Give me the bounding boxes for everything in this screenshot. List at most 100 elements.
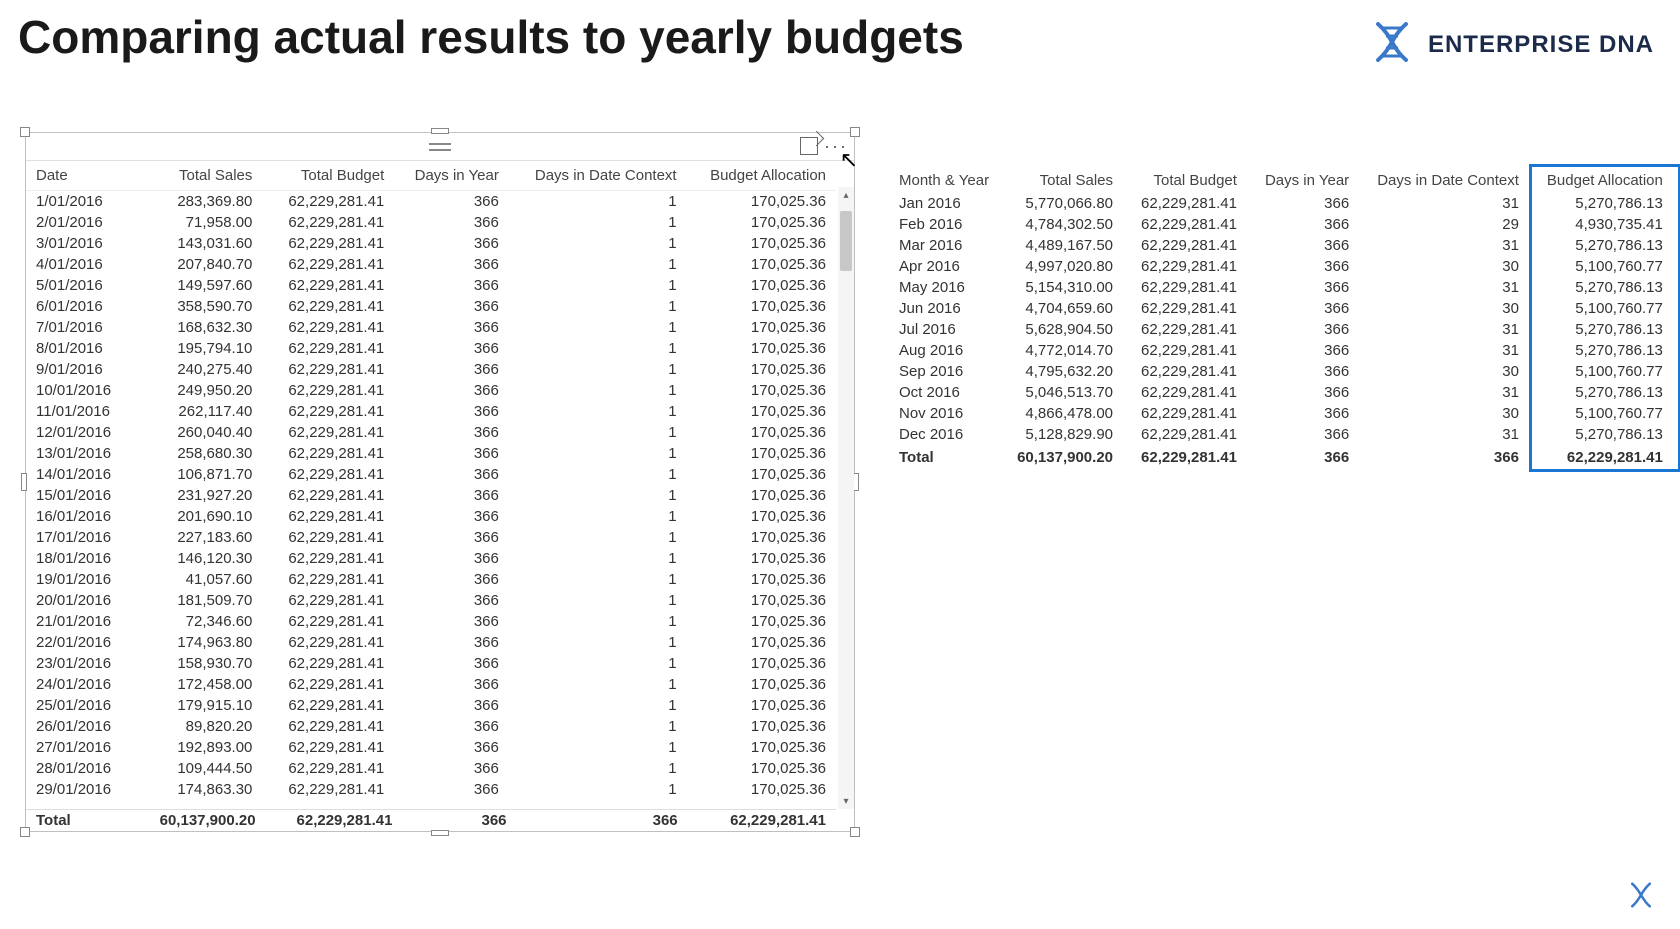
table-row[interactable]: 29/01/2016174,863.3062,229,281.413661170… xyxy=(26,779,836,800)
monthly-table[interactable]: Month & YearTotal SalesTotal BudgetDays … xyxy=(885,168,1677,468)
total-row: Total60,137,900.2062,229,281.4136636662,… xyxy=(885,445,1677,468)
column-header[interactable]: Total Budget xyxy=(262,161,394,191)
table-row[interactable]: 11/01/2016262,117.4062,229,281.413661170… xyxy=(26,401,836,422)
table-row[interactable]: 10/01/2016249,950.2062,229,281.413661170… xyxy=(26,380,836,401)
table-row[interactable]: Mar 20164,489,167.5062,229,281.41366315,… xyxy=(885,235,1677,256)
daily-table[interactable]: DateTotal SalesTotal BudgetDays in YearD… xyxy=(26,161,836,800)
more-options-icon[interactable]: ··· xyxy=(824,139,848,153)
table-cell: 366 xyxy=(394,485,509,506)
visual-header[interactable]: ··· ↖ xyxy=(26,133,854,161)
column-header[interactable]: Days in Date Context xyxy=(1363,168,1533,193)
table-cell: 4,997,020.80 xyxy=(1003,256,1127,277)
table-cell: 1 xyxy=(509,527,687,548)
resize-handle-br[interactable] xyxy=(850,827,860,837)
total-days-context: 366 xyxy=(517,810,688,832)
table-row[interactable]: 17/01/2016227,183.6062,229,281.413661170… xyxy=(26,527,836,548)
table-row[interactable]: 21/01/201672,346.6062,229,281.413661170,… xyxy=(26,611,836,632)
table-cell: 170,025.36 xyxy=(687,401,836,422)
column-header[interactable]: Budget Allocation xyxy=(687,161,836,191)
table-row[interactable]: 5/01/2016149,597.6062,229,281.413661170,… xyxy=(26,275,836,296)
table-cell: 366 xyxy=(394,443,509,464)
focus-mode-icon[interactable] xyxy=(800,137,818,155)
table-row[interactable]: Jan 20165,770,066.8062,229,281.41366315,… xyxy=(885,193,1677,214)
table-cell: 1 xyxy=(509,275,687,296)
table-row[interactable]: May 20165,154,310.0062,229,281.41366315,… xyxy=(885,277,1677,298)
table-cell: 5,154,310.00 xyxy=(1003,277,1127,298)
table-row[interactable]: 4/01/2016207,840.7062,229,281.413661170,… xyxy=(26,254,836,275)
scroll-thumb[interactable] xyxy=(840,211,852,271)
table-row[interactable]: 24/01/2016172,458.0062,229,281.413661170… xyxy=(26,674,836,695)
column-header[interactable]: Total Sales xyxy=(1003,168,1127,193)
table-cell: 366 xyxy=(1251,340,1363,361)
table-row[interactable]: 12/01/2016260,040.4062,229,281.413661170… xyxy=(26,422,836,443)
table-cell: 31 xyxy=(1363,277,1533,298)
table-row[interactable]: 15/01/2016231,927.2062,229,281.413661170… xyxy=(26,485,836,506)
table-row[interactable]: 6/01/2016358,590.7062,229,281.413661170,… xyxy=(26,296,836,317)
table-cell: Dec 2016 xyxy=(885,424,1003,445)
table-row[interactable]: Feb 20164,784,302.5062,229,281.41366294,… xyxy=(885,214,1677,235)
column-header[interactable]: Days in Year xyxy=(1251,168,1363,193)
table-cell: 170,025.36 xyxy=(687,590,836,611)
column-header[interactable]: Date xyxy=(26,161,131,191)
table-cell: 4/01/2016 xyxy=(26,254,131,275)
resize-handle-bl[interactable] xyxy=(20,827,30,837)
table-row[interactable]: 8/01/2016195,794.1062,229,281.413661170,… xyxy=(26,338,836,359)
table-cell: 366 xyxy=(1251,256,1363,277)
table-row[interactable]: 28/01/2016109,444.5062,229,281.413661170… xyxy=(26,758,836,779)
table-row[interactable]: 20/01/2016181,509.7062,229,281.413661170… xyxy=(26,590,836,611)
table-row[interactable]: 19/01/201641,057.6062,229,281.413661170,… xyxy=(26,569,836,590)
table-row[interactable]: Jul 20165,628,904.5062,229,281.41366315,… xyxy=(885,319,1677,340)
table-row[interactable]: 14/01/2016106,871.7062,229,281.413661170… xyxy=(26,464,836,485)
table-row[interactable]: Oct 20165,046,513.7062,229,281.41366315,… xyxy=(885,382,1677,403)
column-header[interactable]: Total Sales xyxy=(131,161,263,191)
table-row[interactable]: Apr 20164,997,020.8062,229,281.41366305,… xyxy=(885,256,1677,277)
table-cell: 366 xyxy=(394,548,509,569)
table-cell: 1 xyxy=(509,569,687,590)
table-row[interactable]: 1/01/2016283,369.8062,229,281.413661170,… xyxy=(26,191,836,213)
table-row[interactable]: 23/01/2016158,930.7062,229,281.413661170… xyxy=(26,653,836,674)
table-row[interactable]: 7/01/2016168,632.3062,229,281.413661170,… xyxy=(26,317,836,338)
table-cell: 62,229,281.41 xyxy=(262,590,394,611)
table-row[interactable]: 27/01/2016192,893.0062,229,281.413661170… xyxy=(26,737,836,758)
table-cell: 5/01/2016 xyxy=(26,275,131,296)
scroll-down-icon[interactable]: ▾ xyxy=(838,793,854,809)
table-cell: 366 xyxy=(1251,235,1363,256)
table-row[interactable]: Dec 20165,128,829.9062,229,281.41366315,… xyxy=(885,424,1677,445)
column-header[interactable]: Month & Year xyxy=(885,168,1003,193)
column-header[interactable]: Budget Allocation xyxy=(1533,168,1677,193)
column-header[interactable]: Days in Date Context xyxy=(509,161,687,191)
column-header[interactable]: Days in Year xyxy=(394,161,509,191)
table-row[interactable]: 2/01/201671,958.0062,229,281.413661170,0… xyxy=(26,212,836,233)
table-row[interactable]: Jun 20164,704,659.6062,229,281.41366305,… xyxy=(885,298,1677,319)
table-cell: 170,025.36 xyxy=(687,464,836,485)
table-cell: Jun 2016 xyxy=(885,298,1003,319)
table-row[interactable]: 25/01/2016179,915.1062,229,281.413661170… xyxy=(26,695,836,716)
daily-table-visual[interactable]: ··· ↖ DateTotal SalesTotal BudgetDays in… xyxy=(25,132,855,832)
table-row[interactable]: 13/01/2016258,680.3062,229,281.413661170… xyxy=(26,443,836,464)
table-row[interactable]: Nov 20164,866,478.0062,229,281.41366305,… xyxy=(885,403,1677,424)
table-cell: 1 xyxy=(509,401,687,422)
table-row[interactable]: 3/01/2016143,031.6062,229,281.413661170,… xyxy=(26,233,836,254)
table-row[interactable]: 9/01/2016240,275.4062,229,281.413661170,… xyxy=(26,359,836,380)
drag-grip-icon[interactable] xyxy=(429,143,451,151)
table-cell: 366 xyxy=(394,758,509,779)
table-row[interactable]: Sep 20164,795,632.2062,229,281.41366305,… xyxy=(885,361,1677,382)
table-row[interactable]: 22/01/2016174,963.8062,229,281.413661170… xyxy=(26,632,836,653)
column-header[interactable]: Total Budget xyxy=(1127,168,1251,193)
table-cell: 1 xyxy=(509,296,687,317)
table-cell: 168,632.30 xyxy=(131,317,263,338)
resize-handle-b[interactable] xyxy=(431,830,449,836)
scroll-up-icon[interactable]: ▴ xyxy=(838,187,854,203)
table-row[interactable]: Aug 20164,772,014.7062,229,281.41366315,… xyxy=(885,340,1677,361)
table-cell: 1 xyxy=(509,674,687,695)
table-row[interactable]: 16/01/2016201,690.1062,229,281.413661170… xyxy=(26,506,836,527)
table-cell: 366 xyxy=(1251,298,1363,319)
vertical-scrollbar[interactable]: ▴ ▾ xyxy=(838,187,854,809)
table-cell: 366 xyxy=(394,359,509,380)
total-days-year: 366 xyxy=(402,810,516,832)
table-cell: Aug 2016 xyxy=(885,340,1003,361)
table-row[interactable]: 18/01/2016146,120.3062,229,281.413661170… xyxy=(26,548,836,569)
table-row[interactable]: 26/01/201689,820.2062,229,281.413661170,… xyxy=(26,716,836,737)
table-cell: 25/01/2016 xyxy=(26,695,131,716)
total-allocation: 62,229,281.41 xyxy=(688,810,836,832)
